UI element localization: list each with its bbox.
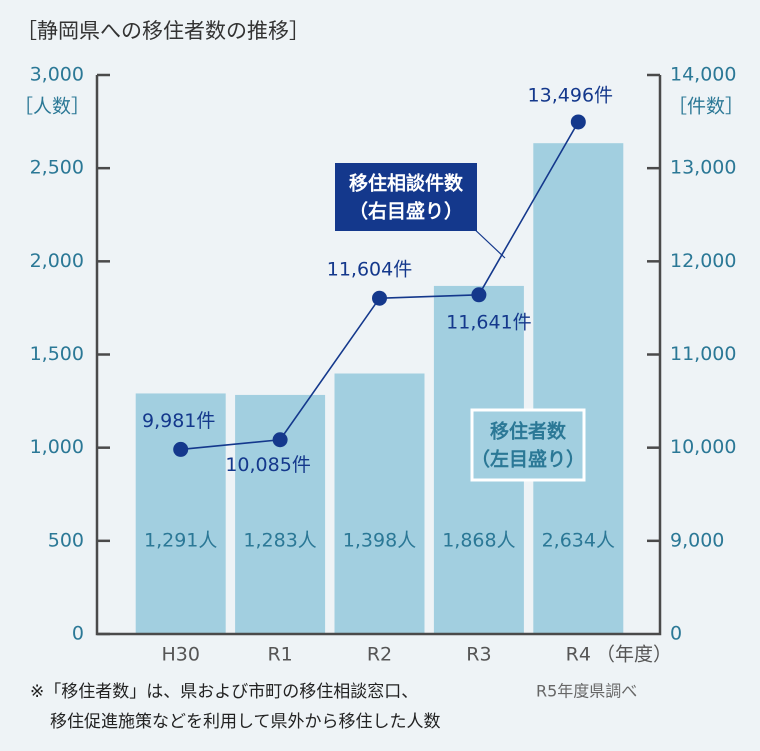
point-label: 11,604件 bbox=[327, 259, 412, 281]
y-tick-label: 500 bbox=[48, 529, 84, 551]
y-tick-label: 1,500 bbox=[30, 343, 84, 365]
plot: 1,291人 1,283人 1,398人 1,868人 2,634人 bbox=[135, 143, 624, 634]
y-tick-label: 1,000 bbox=[30, 436, 84, 458]
y2-tick-label: 12,000 bbox=[670, 250, 736, 272]
line-legend-box bbox=[335, 163, 477, 231]
x-tick-label: R2 bbox=[367, 644, 392, 666]
bar-value-label: 1,398人 bbox=[343, 530, 416, 552]
x-tick-label: R4 bbox=[566, 644, 591, 666]
point-label: 13,496件 bbox=[528, 84, 613, 106]
y-tick-label: 0 bbox=[72, 623, 84, 645]
point bbox=[173, 441, 189, 457]
point-label: 11,641件 bbox=[446, 311, 531, 333]
bar-value-label: 1,283人 bbox=[243, 530, 316, 552]
point-label: 9,981件 bbox=[142, 410, 215, 432]
bar-value-label: 1,291人 bbox=[144, 530, 217, 552]
bar bbox=[135, 393, 226, 634]
y-tick-label: 2,000 bbox=[30, 250, 84, 272]
legend-label: 移住者数 bbox=[490, 420, 567, 443]
point bbox=[471, 287, 487, 303]
bar bbox=[533, 143, 624, 634]
point-label: 10,085件 bbox=[225, 454, 310, 476]
y2-tick-label: 14,000 bbox=[670, 64, 736, 86]
bar-value-label: 1,868人 bbox=[442, 530, 515, 552]
x-tick-label: H30 bbox=[161, 644, 199, 666]
point bbox=[272, 432, 288, 448]
x-unit: （年度） bbox=[596, 644, 672, 666]
bar bbox=[334, 373, 425, 634]
y2-tick-label: 9,000 bbox=[670, 529, 724, 551]
bar-legend-box bbox=[470, 408, 586, 482]
point bbox=[570, 114, 586, 130]
bar bbox=[235, 394, 326, 634]
y2-axis-label: ［件数］ bbox=[668, 96, 744, 118]
legend-note: （左目盛り） bbox=[471, 448, 585, 471]
note: 移住促進施策などを利用して県外から移住した人数 bbox=[50, 712, 441, 732]
y2-tick-label: 10,000 bbox=[670, 436, 736, 458]
y2-tick-label: 13,000 bbox=[670, 157, 736, 179]
bar-value-label: 2,634人 bbox=[542, 530, 615, 552]
note: ※「移住者数」は、県および市町の移住相談窓口、 bbox=[30, 682, 418, 702]
legend-note: （右目盛り） bbox=[349, 200, 463, 223]
point bbox=[372, 290, 387, 306]
y2-tick-label: 11,000 bbox=[670, 343, 736, 365]
x-tick-label: R1 bbox=[267, 644, 292, 666]
y2-origin-label: 0 bbox=[670, 623, 682, 645]
y-axis-label: ［人数］ bbox=[14, 96, 90, 118]
y-tick-label: 3,000 bbox=[30, 64, 84, 86]
y-tick-label: 2,500 bbox=[30, 157, 84, 179]
source: R5年度県調べ bbox=[536, 682, 637, 701]
legend-label: 移住相談件数 bbox=[349, 172, 464, 195]
chart-title: ［静岡県への移住者数の推移］ bbox=[16, 19, 310, 43]
x-tick-label: R3 bbox=[466, 644, 491, 666]
